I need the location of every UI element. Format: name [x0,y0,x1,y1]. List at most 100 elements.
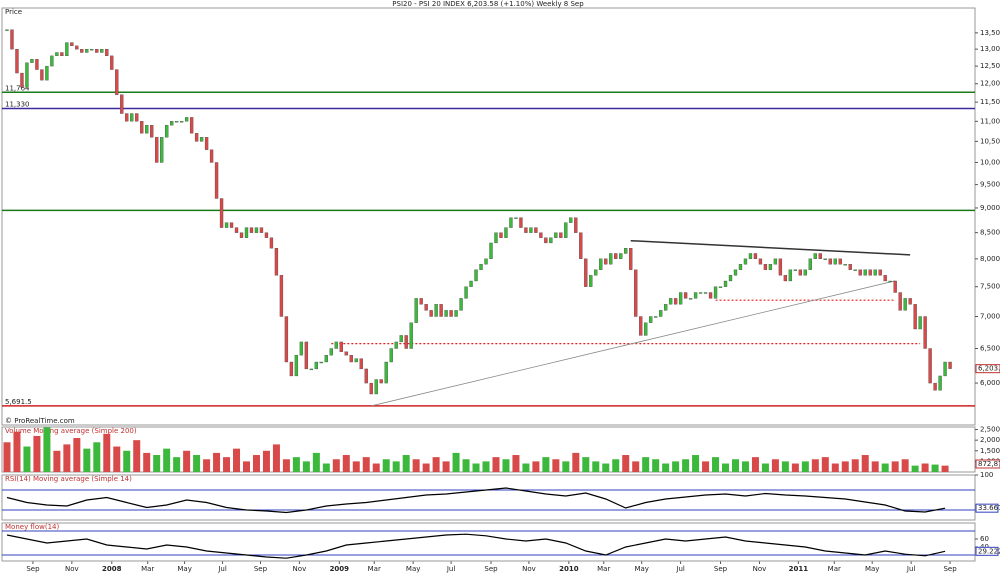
trend-line [371,280,896,407]
y-tick-label: 8,000 [980,255,1000,263]
x-tick-label: 2008 [102,565,122,573]
candle [289,361,294,377]
candle [264,232,269,238]
volume-bar [632,461,640,472]
candle [449,310,453,317]
volume-bar [861,455,869,472]
volume-bar [682,459,690,472]
volume-bar [712,457,720,472]
candle [469,280,473,287]
y-tick-label: 7,000 [980,313,1000,321]
x-tick-label: Sep [714,565,728,573]
candle [25,62,29,88]
volume-bar [282,459,290,472]
candle [878,269,882,276]
candle [424,304,428,311]
candle [644,322,648,336]
x-tick-label: May [177,565,191,573]
volume-bar [781,461,789,472]
volume-bar [63,444,71,472]
panel-label: Price [5,8,22,16]
x-tick-label: Jul [675,565,685,573]
x-tick-label: Mar [368,565,381,573]
candle [713,286,718,299]
volume-bar [372,463,380,472]
candle [309,368,314,371]
candle [509,217,513,228]
candle [793,269,798,271]
x-tick-label: Mar [597,565,610,573]
candle [294,355,299,377]
volume-bar [312,452,320,472]
candle [404,335,408,349]
candle [474,269,478,282]
y-tick-label: 7,500 [980,283,1000,291]
volume-bar [133,440,141,472]
candle [10,29,14,50]
candle [354,358,358,363]
volume-bar [512,455,520,472]
candle [135,113,139,122]
candle [908,298,912,305]
x-tick-label: Sep [26,565,40,573]
volume-bar [761,463,769,472]
candle [828,258,832,265]
candle [329,348,333,356]
x-tick-label: Sep [943,565,957,573]
last-value: 6,203.58 [978,365,1000,373]
candle [414,298,418,323]
volume-bar [731,459,739,472]
volume-bar [103,433,111,472]
volume-bar [93,442,101,472]
candle [324,355,328,363]
candle [634,269,638,317]
candle [254,227,259,233]
candle [165,125,169,138]
candle [299,341,304,356]
level-label: 11,764 [5,84,30,92]
candle [199,137,204,142]
volume-bar [791,463,799,472]
volume-bar [881,463,889,472]
candle [783,275,788,282]
volume-bar [841,461,849,472]
candle [893,280,897,293]
candle [384,361,388,384]
candle [863,269,867,276]
candle [798,269,803,276]
candle [833,258,837,265]
candle [913,304,917,330]
candle [459,298,463,311]
volume-bar [123,450,131,472]
candle [938,375,942,391]
candle [274,248,279,276]
panel [1,522,976,562]
volume-bar [272,444,280,472]
volume-bar [801,461,809,472]
volume-bar [921,463,929,472]
candle [184,117,189,122]
candle [649,316,653,323]
volume-bar [203,459,211,472]
panel-label: RSI(14) Moving average (Simple 14) [5,475,132,483]
candle [818,253,822,259]
candle [80,49,84,53]
volume-bar [931,464,939,472]
candle [773,258,778,265]
candle [379,379,383,384]
x-tick-label: Jul [906,565,916,573]
y-tick-label: 100 [980,471,993,479]
candle [673,298,678,305]
candle [140,121,144,134]
candle [224,222,229,228]
x-tick-label: Jul [217,565,227,573]
y-tick-label: 9,000 [980,204,1000,212]
volume-bar [771,459,779,472]
candle [579,232,583,259]
x-tick-label: Nov [522,565,536,573]
volume-bar [871,461,879,472]
volume-bar [43,427,51,472]
candle [130,113,134,122]
candle [584,258,588,287]
